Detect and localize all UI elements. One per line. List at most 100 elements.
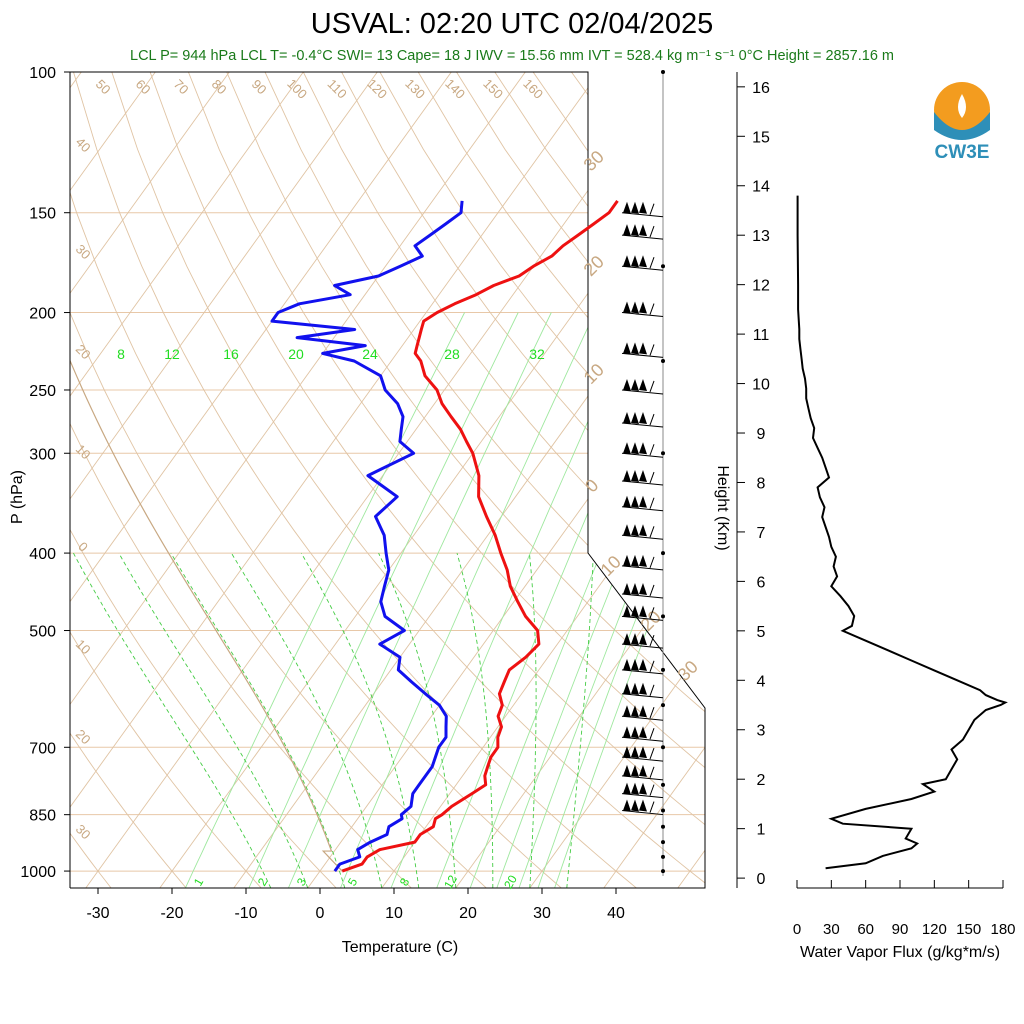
wind-barb <box>621 582 664 599</box>
x-axis-label: Temperature (C) <box>342 939 458 956</box>
cw3e-logo <box>934 82 990 140</box>
wind-barb <box>621 442 664 458</box>
wind-level-dot <box>661 359 665 364</box>
dry-adiabat <box>226 72 705 888</box>
isotherm-line <box>381 72 705 888</box>
mixing-ratio-label: 28 <box>444 346 460 362</box>
isotherm-line <box>529 72 705 888</box>
dry-adiabat <box>187 72 705 888</box>
dry-adiabat-label: 30 <box>73 241 94 262</box>
y-tick-label: 100 <box>29 65 56 82</box>
dewpoint-profile <box>270 200 464 872</box>
parcel-path <box>70 198 343 872</box>
wind-level-dot <box>661 703 665 708</box>
isotherm-line <box>0 72 7 888</box>
dry-adiabat-label: 80 <box>209 76 230 97</box>
wind-barb <box>621 554 664 571</box>
dry-adiabat-label: 100 <box>284 76 310 102</box>
wind-barb <box>621 705 664 721</box>
isotherm-line <box>70 72 452 888</box>
wind-barb <box>621 633 664 649</box>
wind-barb <box>621 255 664 271</box>
isotherm-line <box>70 72 230 888</box>
wind-barb <box>621 782 664 799</box>
logo-wave <box>934 112 990 140</box>
isotherm-label: 30 <box>674 657 702 685</box>
isotherm-line <box>70 72 304 888</box>
dry-adiabat <box>70 72 187 888</box>
y-tick-label: 850 <box>29 808 56 825</box>
y-tick-label: 1000 <box>20 864 56 881</box>
dry-adiabat-label: 10 <box>73 636 94 657</box>
dry-adiabat <box>341 72 705 888</box>
chart-title: USVAL: 02:20 UTC 02/04/2025 <box>310 8 714 40</box>
mixing-ratio-line <box>287 312 552 888</box>
flux-y-tick-label: 8 <box>757 475 766 492</box>
wind-level-dot <box>661 808 665 813</box>
dry-adiabat-label: 10 <box>73 441 94 462</box>
flux-y-tick-label: 7 <box>757 525 766 542</box>
dry-adiabat <box>302 72 705 888</box>
isotherm-line <box>85 72 674 888</box>
isotherm-line <box>455 72 705 888</box>
isotherm-line <box>603 72 705 888</box>
mixing-ratio-line <box>390 312 638 888</box>
wind-level-dot <box>661 70 665 74</box>
moist-adiabat <box>378 552 457 888</box>
dry-adiabat-label: 90 <box>249 76 270 97</box>
mixing-ratio-line <box>518 312 705 888</box>
x-tick-label: 0 <box>316 905 325 922</box>
wind-barb <box>621 658 664 675</box>
isotherm-label: 30 <box>580 147 608 175</box>
wind-level-dot <box>661 824 665 829</box>
mixing-ratio-line <box>537 312 705 888</box>
temperature-profile <box>341 200 619 873</box>
dry-adiabat-label: 60 <box>133 76 154 97</box>
x-tick-label: -20 <box>160 905 183 922</box>
dry-adiabat-label: 120 <box>364 76 390 102</box>
flux-y-tick-label: 3 <box>757 723 766 740</box>
skew-t-plot-area <box>0 72 705 888</box>
x-tick-label: 40 <box>607 905 625 922</box>
dry-adiabat <box>70 72 412 888</box>
dry-adiabat-label: 20 <box>73 726 94 747</box>
dry-adiabat <box>111 72 705 888</box>
moist-adiabat <box>528 553 537 888</box>
x-tick-label: 30 <box>533 905 551 922</box>
flux-x-tick-label: 150 <box>956 921 981 938</box>
flux-x-tick-label: 0 <box>793 921 801 938</box>
flux-y-tick-label: 1 <box>757 822 766 839</box>
mixing-ratio-line <box>340 312 596 888</box>
wind-barb <box>621 224 664 240</box>
wind-barb <box>621 342 664 358</box>
flux-y-tick-label: 15 <box>752 129 770 146</box>
mixing-ratio-label: 1 <box>191 875 207 888</box>
flux-x-tick-label: 30 <box>823 921 840 938</box>
y-tick-label: 150 <box>29 206 56 223</box>
moist-adiabat <box>170 552 346 888</box>
wind-barb <box>621 495 664 512</box>
wind-barb <box>621 412 664 428</box>
dry-adiabat-label: 70 <box>171 76 192 97</box>
x-tick-label: -10 <box>234 905 257 922</box>
flux-y-axis-label: Height (Km) <box>714 465 731 550</box>
flux-x-tick-label: 120 <box>922 921 947 938</box>
x-tick-label: 20 <box>459 905 477 922</box>
mixing-ratio-label: 20 <box>501 872 520 891</box>
isotherm-label: 20 <box>580 252 608 280</box>
flux-y-tick-label: 0 <box>757 871 766 888</box>
flux-y-tick-label: 16 <box>752 80 770 97</box>
mixing-ratio-label: 24 <box>362 346 378 362</box>
dry-adiabat <box>70 72 562 888</box>
dry-adiabat-label: 40 <box>73 134 94 155</box>
wind-barb <box>621 799 664 816</box>
flux-y-tick-label: 11 <box>753 327 770 344</box>
flux-y-tick-label: 5 <box>757 624 766 641</box>
wind-level-dot <box>661 614 665 619</box>
flux-y-tick-label: 14 <box>752 179 770 196</box>
y-tick-label: 300 <box>29 446 56 463</box>
isotherm-label: 10 <box>580 360 608 388</box>
wind-level-dot <box>661 854 665 859</box>
chart-subtitle: LCL P= 944 hPa LCL T= -0.4°C SWI= 13 Cap… <box>130 48 894 64</box>
wind-barb <box>621 201 664 218</box>
